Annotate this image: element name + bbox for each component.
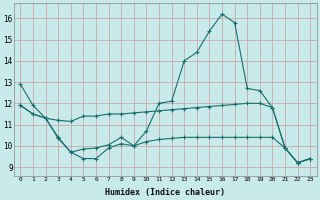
- X-axis label: Humidex (Indice chaleur): Humidex (Indice chaleur): [105, 188, 225, 197]
